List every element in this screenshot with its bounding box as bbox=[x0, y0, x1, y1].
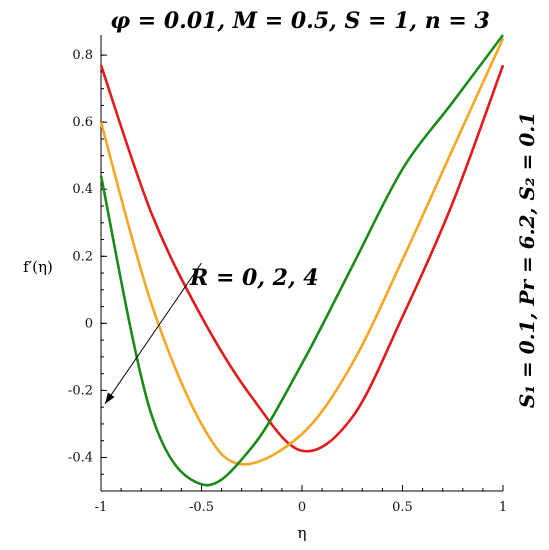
chart-title: φ = 0.01, M = 0.5, S = 1, n = 3 bbox=[110, 8, 490, 34]
series-line-2 bbox=[99, 37, 505, 466]
annotation-arrow bbox=[104, 262, 202, 405]
series-line-1 bbox=[99, 64, 505, 453]
x-tick-label: 0 bbox=[298, 500, 306, 515]
y-axis-label: f′(η) bbox=[23, 258, 53, 276]
x-tick-label: -1 bbox=[95, 500, 108, 515]
annotation-label: R = 0, 2, 4 bbox=[189, 265, 319, 291]
ticks: -1 -0.5 0 0.5 1 -0.4 -0.2 0 0.2 0.4 0.6 0.8 bbox=[68, 48, 507, 515]
x-axis-label: η bbox=[298, 524, 307, 542]
series-group bbox=[99, 34, 505, 487]
y-tick-label: -0.2 bbox=[68, 383, 93, 398]
x-tick-label: 1 bbox=[499, 500, 507, 515]
y-tick-label: 0.8 bbox=[72, 48, 93, 63]
y-tick-label: 0.4 bbox=[72, 182, 93, 197]
y-tick-label: 0.2 bbox=[72, 249, 93, 264]
side-title: S₁ = 0.1, Pr = 6.2, S₂ = 0.1 bbox=[515, 112, 539, 408]
y-tick-label: -0.4 bbox=[68, 450, 93, 465]
series-line-3 bbox=[99, 34, 505, 487]
y-tick-label: 0 bbox=[85, 316, 93, 331]
annotation: R = 0, 2, 4 bbox=[104, 262, 319, 405]
annotation-arrowhead bbox=[105, 392, 115, 404]
y-tick-label: 0.6 bbox=[72, 115, 93, 130]
x-tick-label: -0.5 bbox=[189, 500, 214, 515]
x-tick-label: 0.5 bbox=[392, 500, 413, 515]
